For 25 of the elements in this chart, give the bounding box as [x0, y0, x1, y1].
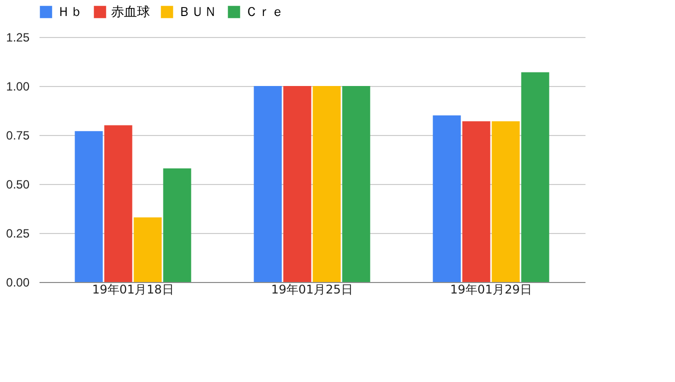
legend-label: 赤血球 [111, 5, 150, 20]
bar [104, 125, 132, 282]
x-tick-label: 19年01月18日 [92, 282, 174, 296]
legend-label: ＢＵＮ [178, 5, 217, 20]
legend-label: Ｃｒｅ [245, 5, 284, 20]
bar [163, 168, 192, 282]
x-tick-label: 19年01月29日 [450, 282, 532, 296]
bar [521, 72, 550, 282]
x-tick-label: 19年01月25日 [271, 282, 353, 296]
legend-label: Ｈｂ [57, 5, 83, 20]
y-tick-label: 0.75 [6, 128, 30, 142]
bar [492, 121, 520, 282]
y-tick-label: 0.00 [6, 276, 30, 290]
y-tick-label: 0.25 [6, 226, 30, 240]
bar [283, 86, 312, 282]
bar [134, 217, 162, 282]
bar [462, 121, 490, 282]
bar [312, 86, 341, 282]
bar [342, 86, 370, 282]
y-tick-label: 1.00 [6, 80, 30, 94]
bar [254, 86, 282, 282]
bar [432, 115, 461, 282]
bar [74, 131, 103, 282]
y-tick-label: 1.25 [6, 30, 30, 44]
y-tick-label: 0.50 [6, 178, 30, 192]
